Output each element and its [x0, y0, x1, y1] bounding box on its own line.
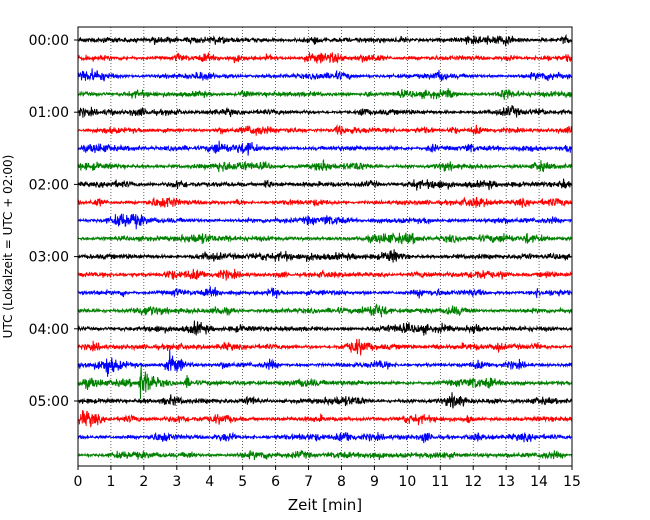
y-tick-label-00:00: 00:00 — [29, 33, 69, 49]
trace-row-05:15 — [77, 410, 573, 428]
trace-row-01:15 — [77, 123, 573, 136]
trace-row-00:45 — [77, 88, 573, 100]
x-axis-ticks: 0 1 2 3 4 5 6 7 8 9 10 11 12 13 14 15 — [74, 466, 581, 490]
x-tick-label-11: 11 — [431, 474, 449, 490]
trace-row-03:30 — [77, 286, 573, 299]
x-axis-label: Zeit [min] — [288, 496, 362, 514]
x-tick-label-1: 1 — [106, 474, 115, 490]
trace-row-04:00 — [77, 320, 573, 336]
x-tick-label-6: 6 — [271, 474, 280, 490]
x-tick-label-3: 3 — [172, 474, 181, 490]
trace-row-00:00 — [77, 33, 573, 47]
x-tick-label-2: 2 — [139, 474, 148, 490]
vertical-grid — [110, 27, 540, 466]
trace-row-00:15 — [77, 52, 573, 65]
x-tick-label-10: 10 — [398, 474, 416, 490]
trace-row-04:15 — [77, 338, 573, 356]
trace-row-01:00 — [77, 105, 573, 118]
seismogram-traces — [77, 33, 573, 460]
x-tick-label-15: 15 — [563, 474, 581, 490]
trace-row-02:45 — [77, 232, 573, 245]
x-tick-label-14: 14 — [530, 474, 548, 490]
trace-row-03:15 — [77, 268, 573, 281]
trace-row-02:30 — [77, 213, 573, 230]
trace-row-05:45 — [77, 449, 573, 460]
x-tick-label-8: 8 — [337, 474, 346, 490]
trace-row-04:45 — [77, 365, 573, 400]
y-axis-ticks: 00:00 01:00 02:00 03:00 04:00 05:00 — [29, 33, 78, 410]
y-tick-label-04:00: 04:00 — [29, 322, 69, 338]
trace-row-04:30 — [77, 349, 573, 377]
trace-row-03:45 — [77, 303, 573, 318]
y-tick-label-03:00: 03:00 — [29, 250, 69, 266]
x-tick-label-9: 9 — [370, 474, 379, 490]
y-tick-label-02:00: 02:00 — [29, 177, 69, 193]
trace-row-02:15 — [77, 196, 573, 208]
y-axis-label: UTC (Lokalzeit = UTC + 02:00) — [1, 155, 15, 339]
trace-row-03:00 — [77, 249, 573, 263]
y-tick-label-01:00: 01:00 — [29, 105, 69, 121]
x-tick-label-7: 7 — [304, 474, 313, 490]
plot-frame — [77, 26, 573, 467]
x-tick-label-4: 4 — [205, 474, 214, 490]
trace-row-01:30 — [77, 140, 573, 156]
trace-row-05:30 — [77, 431, 573, 444]
trace-row-02:00 — [77, 178, 573, 191]
trace-row-00:30 — [77, 68, 573, 82]
trace-row-01:45 — [77, 158, 573, 173]
y-tick-label-05:00: 05:00 — [29, 394, 69, 410]
x-tick-label-13: 13 — [497, 474, 515, 490]
x-tick-label-5: 5 — [238, 474, 247, 490]
trace-row-05:00 — [77, 392, 573, 409]
x-tick-label-12: 12 — [464, 474, 482, 490]
x-tick-label-0: 0 — [74, 474, 83, 490]
